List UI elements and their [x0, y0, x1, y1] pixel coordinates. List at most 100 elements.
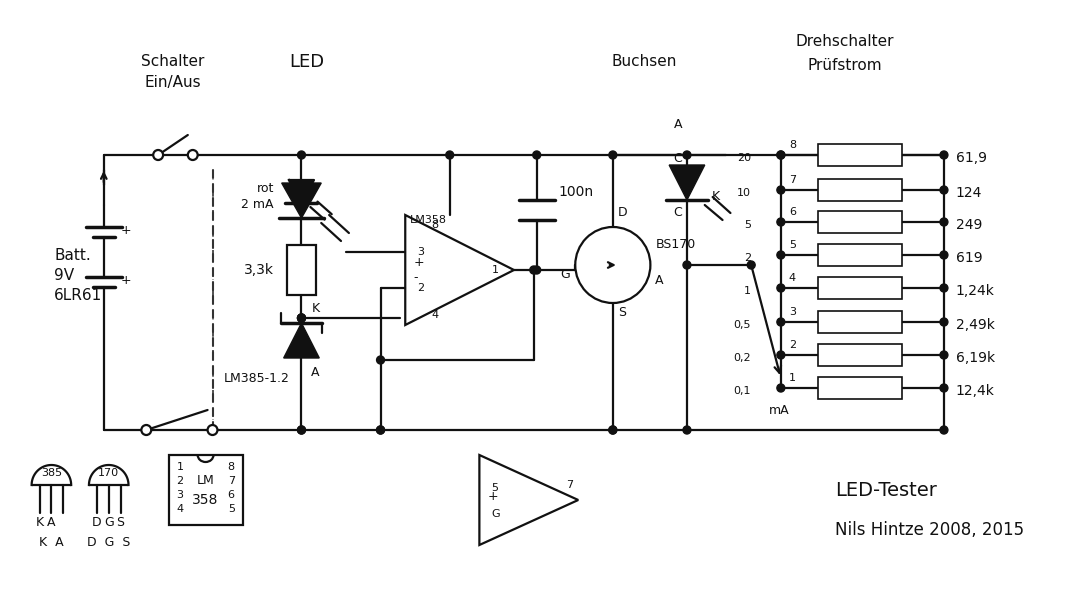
Text: 170: 170 — [98, 468, 119, 478]
Text: +: + — [120, 274, 131, 286]
Text: 7: 7 — [227, 476, 235, 486]
Circle shape — [777, 218, 784, 226]
Text: D: D — [92, 517, 102, 529]
Bar — [168, 455, 242, 525]
Circle shape — [777, 251, 784, 259]
Text: 1: 1 — [789, 373, 796, 383]
Text: 5: 5 — [227, 504, 235, 514]
Text: K: K — [711, 191, 720, 203]
Bar — [286, 245, 317, 295]
Circle shape — [207, 425, 218, 435]
Bar — [819, 144, 902, 166]
Text: 0,2: 0,2 — [734, 353, 751, 363]
Bar — [819, 311, 902, 333]
Circle shape — [297, 426, 306, 434]
Circle shape — [777, 186, 784, 194]
Text: 5: 5 — [789, 240, 796, 250]
Polygon shape — [282, 183, 321, 218]
Text: 6LR61: 6LR61 — [55, 287, 103, 302]
Circle shape — [777, 351, 784, 359]
Text: 1: 1 — [493, 265, 499, 275]
Text: 2: 2 — [744, 253, 751, 263]
Text: 6: 6 — [789, 207, 796, 217]
Text: 2,49k: 2,49k — [956, 318, 995, 332]
Circle shape — [445, 151, 454, 159]
Text: 3: 3 — [789, 307, 796, 317]
Circle shape — [777, 151, 784, 159]
Circle shape — [297, 314, 306, 322]
Text: 385: 385 — [41, 468, 62, 478]
Circle shape — [940, 384, 947, 392]
Text: 7: 7 — [789, 175, 796, 185]
Text: Prüfstrom: Prüfstrom — [808, 58, 882, 73]
Circle shape — [297, 151, 306, 159]
Text: 4: 4 — [431, 310, 439, 320]
Text: 61,9: 61,9 — [956, 151, 987, 165]
Circle shape — [940, 284, 947, 292]
Circle shape — [684, 261, 691, 269]
Text: 6: 6 — [227, 490, 235, 500]
Text: 249: 249 — [956, 218, 982, 232]
Text: Drehschalter: Drehschalter — [796, 34, 895, 49]
Text: 3: 3 — [176, 490, 183, 500]
Text: Nils Hintze 2008, 2015: Nils Hintze 2008, 2015 — [835, 521, 1025, 539]
Circle shape — [377, 426, 384, 434]
Circle shape — [297, 426, 306, 434]
Text: 1,24k: 1,24k — [956, 284, 995, 298]
Text: K  A: K A — [39, 535, 63, 548]
Text: LM385-1.2: LM385-1.2 — [224, 371, 290, 385]
Circle shape — [777, 284, 784, 292]
Text: G: G — [491, 509, 500, 519]
Text: K: K — [311, 301, 320, 314]
Polygon shape — [289, 180, 314, 203]
Circle shape — [684, 426, 691, 434]
Text: K: K — [35, 517, 44, 529]
Text: A: A — [47, 517, 56, 529]
Text: 124: 124 — [956, 186, 982, 200]
Circle shape — [533, 266, 541, 274]
Circle shape — [297, 314, 306, 322]
Circle shape — [747, 261, 755, 269]
Text: 3,3k: 3,3k — [244, 263, 274, 277]
Text: 2: 2 — [789, 340, 796, 350]
Circle shape — [940, 426, 947, 434]
Text: 6,19k: 6,19k — [956, 351, 995, 365]
Text: 1: 1 — [176, 462, 183, 472]
Text: LM358: LM358 — [410, 215, 447, 225]
Text: 2: 2 — [417, 283, 424, 293]
Text: Batt.: Batt. — [55, 247, 91, 263]
Text: mA: mA — [768, 403, 789, 416]
Text: LED: LED — [289, 53, 324, 71]
Circle shape — [533, 151, 541, 159]
Bar — [819, 277, 902, 299]
Circle shape — [940, 251, 947, 259]
Text: 100n: 100n — [558, 185, 593, 199]
Text: A: A — [674, 118, 682, 131]
Text: 4: 4 — [789, 273, 796, 283]
Text: 12,4k: 12,4k — [956, 384, 995, 398]
Text: 1: 1 — [745, 286, 751, 296]
Text: C: C — [673, 151, 682, 164]
Circle shape — [377, 356, 384, 364]
Circle shape — [188, 150, 197, 160]
Circle shape — [608, 151, 617, 159]
Text: 0,5: 0,5 — [734, 320, 751, 330]
Text: A: A — [311, 365, 320, 379]
Text: LED-Tester: LED-Tester — [835, 481, 937, 499]
Bar — [819, 377, 902, 399]
Circle shape — [608, 426, 617, 434]
Text: 7: 7 — [567, 480, 573, 490]
Circle shape — [575, 227, 650, 303]
Circle shape — [297, 314, 306, 322]
Circle shape — [940, 351, 947, 359]
Text: +: + — [487, 490, 498, 503]
Circle shape — [377, 426, 384, 434]
Text: 2 mA: 2 mA — [241, 199, 274, 211]
Circle shape — [777, 384, 784, 392]
Text: 8: 8 — [789, 140, 796, 150]
Text: 3: 3 — [417, 247, 424, 257]
Text: +: + — [120, 223, 131, 236]
Text: 5: 5 — [745, 220, 751, 230]
Text: Buchsen: Buchsen — [612, 55, 677, 70]
Polygon shape — [670, 165, 705, 200]
